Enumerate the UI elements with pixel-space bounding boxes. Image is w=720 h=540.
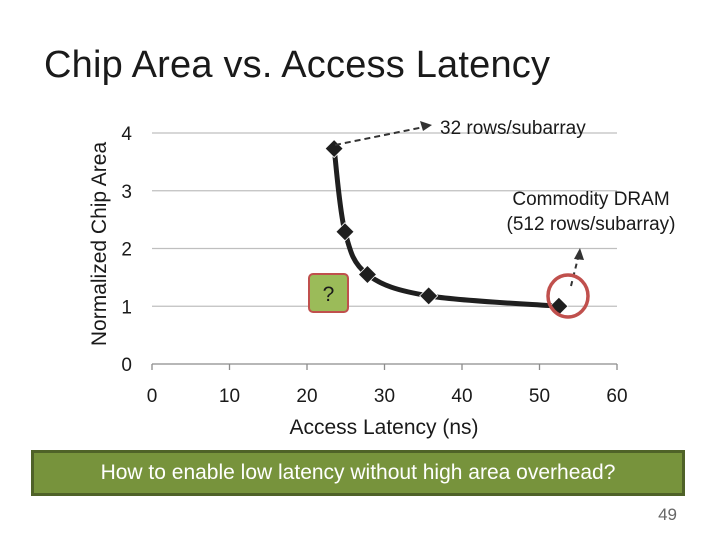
y-tick-label: 1: [121, 297, 132, 318]
y-tick-label: 3: [121, 182, 132, 203]
x-tick-label: 20: [296, 386, 317, 407]
x-tick-label: 50: [529, 386, 550, 407]
question-banner: How to enable low latency without high a…: [31, 450, 685, 496]
x-tick-label: 30: [374, 386, 395, 407]
grid-lines: [151, 132, 618, 370]
annotation-32-rows: 32 rows/subarray: [440, 118, 586, 139]
data-point-marker: [357, 264, 378, 285]
data-point-marker: [549, 296, 569, 316]
x-axis-label: Access Latency (ns): [289, 416, 478, 439]
commodity-highlight-circle: [546, 273, 590, 319]
question-box: [308, 273, 349, 313]
x-tick-labels: 0 10 20 30 40 50 60: [147, 386, 628, 407]
x-tick-label: 60: [606, 386, 627, 407]
annotation-arrowhead-top: [420, 121, 432, 131]
area-latency-chart: 0 1 2 3 4 0 10 20 30 40 50 60 Normalized Chip Area…: [88, 118, 676, 439]
y-axis-label: Normalized Chip Area: [88, 142, 111, 347]
data-point-marker: [335, 222, 355, 242]
annotation-commodity-dram: Commodity DRAM (512 rows/subarray): [507, 189, 676, 235]
annotation-arrowhead-commodity: [574, 248, 584, 260]
annotation-arrow-top: [334, 126, 425, 146]
data-point-marker: [324, 139, 344, 159]
x-tick-label: 0: [147, 386, 158, 407]
data-point-marker: [419, 286, 439, 306]
y-tick-labels: 0 1 2 3 4: [121, 124, 132, 376]
y-tick-label: 0: [121, 355, 132, 376]
y-tick-label: 4: [121, 124, 132, 145]
x-tick-label: 40: [451, 386, 472, 407]
commodity-label-line: Commodity DRAM: [512, 189, 669, 210]
question-mark: ?: [323, 283, 335, 306]
commodity-label-line: (512 rows/subarray): [507, 214, 676, 235]
x-tick-label: 10: [219, 386, 240, 407]
page-number: 49: [658, 505, 677, 524]
slide-title: Chip Area vs. Access Latency: [44, 44, 551, 86]
y-tick-label: 2: [121, 240, 132, 261]
annotation-arrow-commodity: [570, 257, 579, 287]
